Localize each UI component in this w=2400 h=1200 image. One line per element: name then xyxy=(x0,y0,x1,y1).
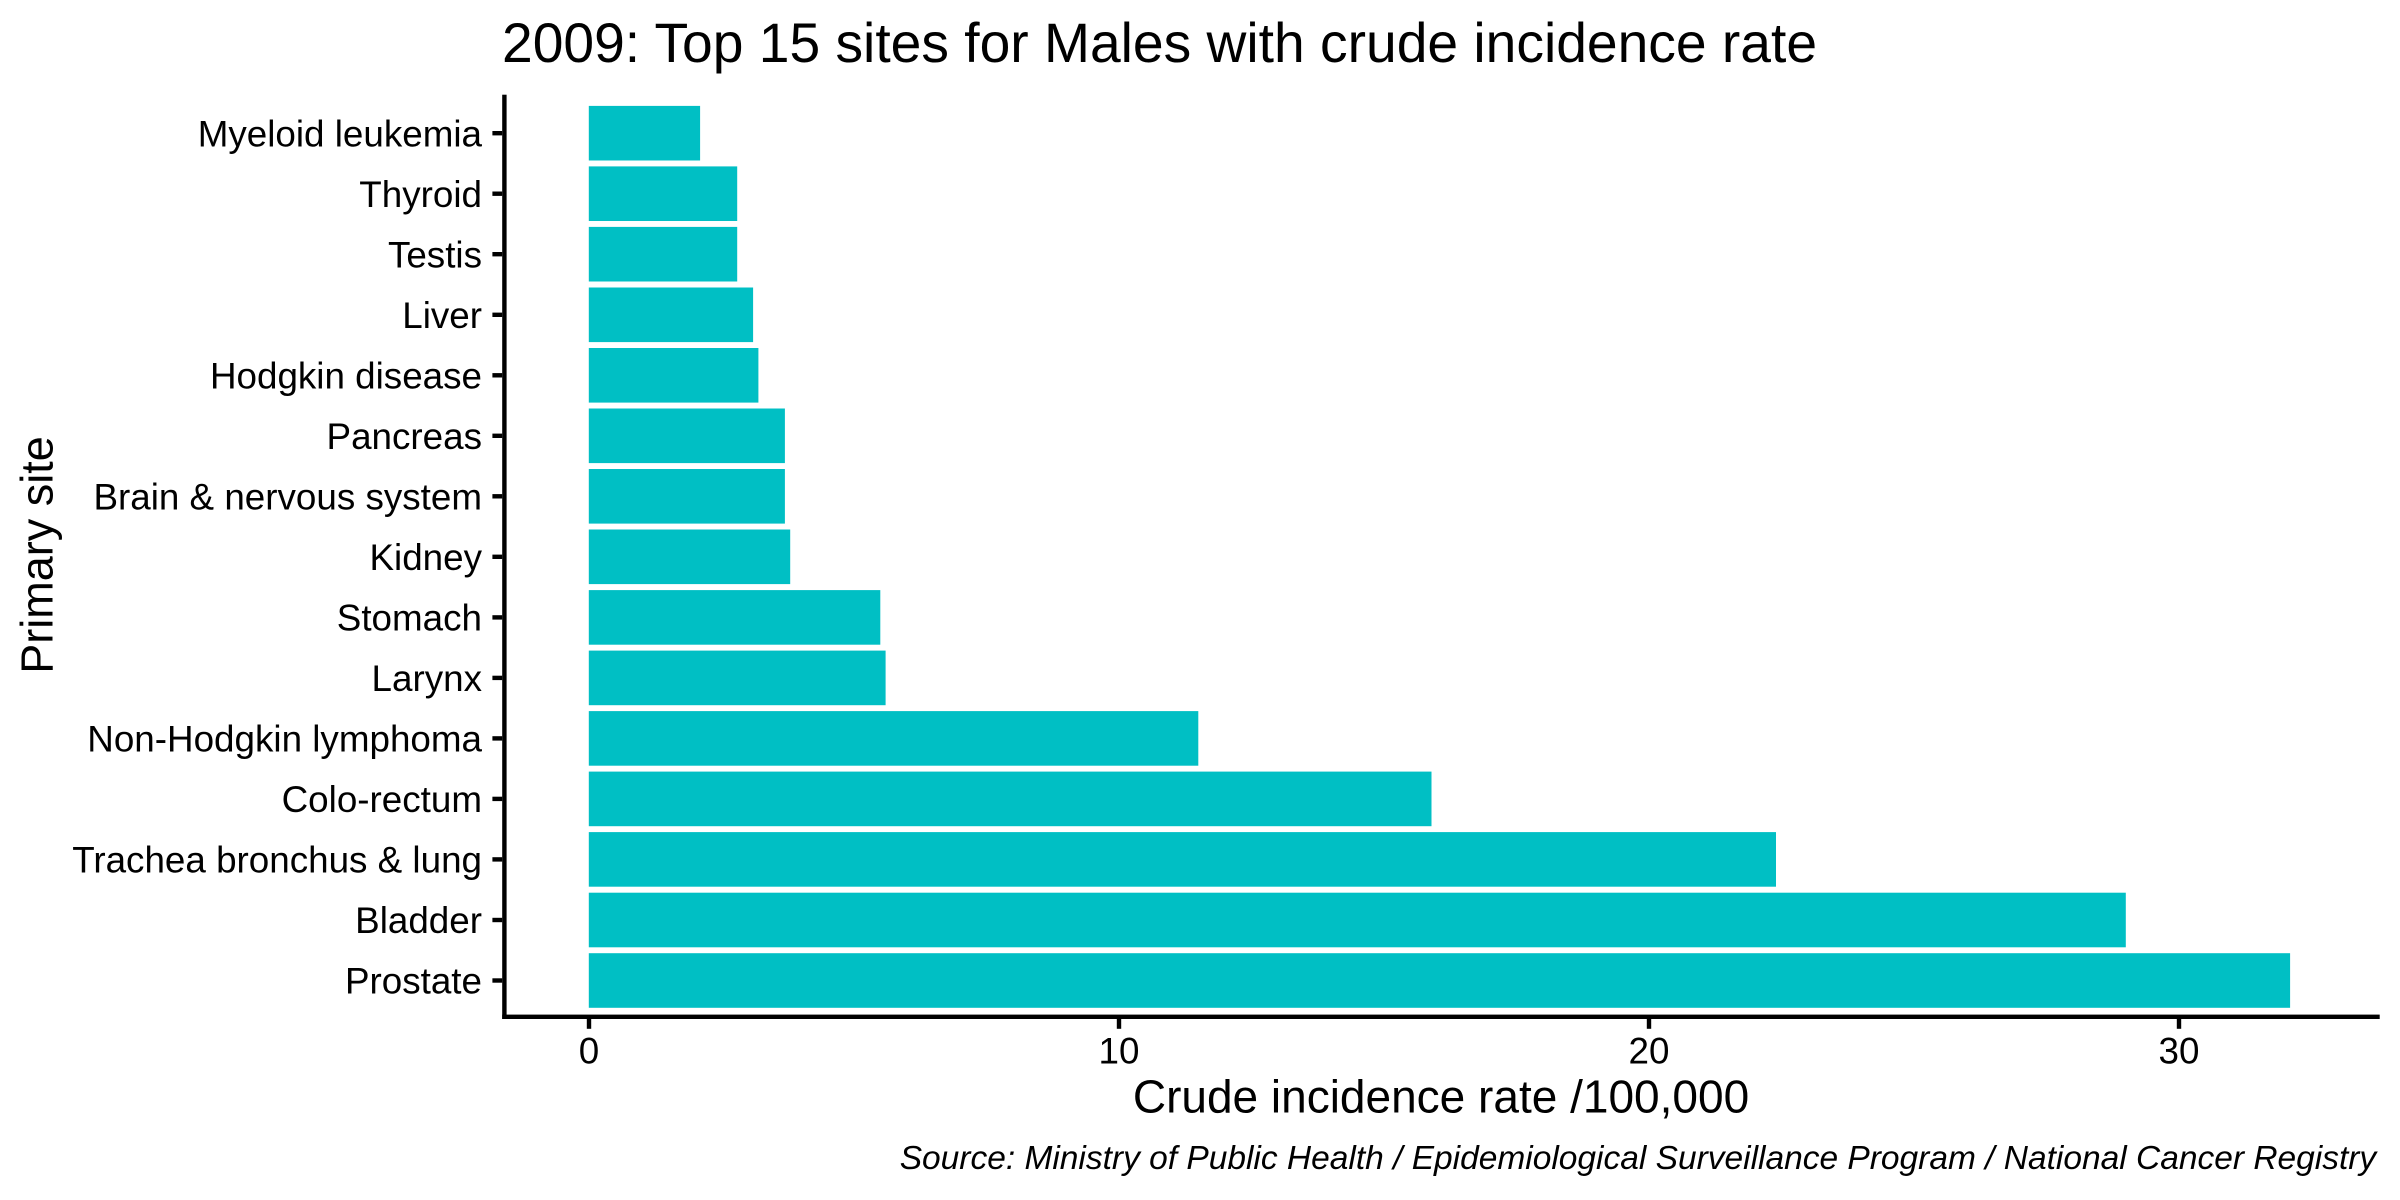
svg-text:Pancreas: Pancreas xyxy=(327,416,482,457)
svg-text:Colo-rectum: Colo-rectum xyxy=(282,779,482,820)
svg-text:Larynx: Larynx xyxy=(372,658,482,699)
svg-text:Primary site: Primary site xyxy=(11,436,62,674)
svg-text:Brain & nervous system: Brain & nervous system xyxy=(93,477,482,518)
svg-text:Thyroid: Thyroid xyxy=(359,174,482,215)
svg-text:20: 20 xyxy=(1629,1030,1670,1071)
svg-text:10: 10 xyxy=(1099,1030,1140,1071)
svg-text:Non-Hodgkin lymphoma: Non-Hodgkin lymphoma xyxy=(87,719,482,760)
svg-text:2009: Top 15 sites for Males w: 2009: Top 15 sites for Males with crude … xyxy=(502,12,1817,74)
svg-text:Kidney: Kidney xyxy=(369,537,482,578)
svg-text:Liver: Liver xyxy=(402,295,482,336)
svg-text:Bladder: Bladder xyxy=(355,900,482,941)
svg-text:Prostate: Prostate xyxy=(345,961,482,1002)
svg-text:0: 0 xyxy=(579,1030,599,1071)
svg-text:Source: Ministry of Public Hea: Source: Ministry of Public Health / Epid… xyxy=(900,1140,2379,1177)
svg-text:Hodgkin disease: Hodgkin disease xyxy=(210,356,482,397)
svg-text:Stomach: Stomach xyxy=(337,598,482,639)
svg-text:Crude incidence rate /100,000: Crude incidence rate /100,000 xyxy=(1133,1071,1749,1123)
svg-text:Myeloid leukemia: Myeloid leukemia xyxy=(198,113,483,154)
svg-text:Testis: Testis xyxy=(388,234,482,275)
svg-text:30: 30 xyxy=(2159,1030,2200,1071)
svg-text:Trachea bronchus & lung: Trachea bronchus & lung xyxy=(72,840,482,881)
